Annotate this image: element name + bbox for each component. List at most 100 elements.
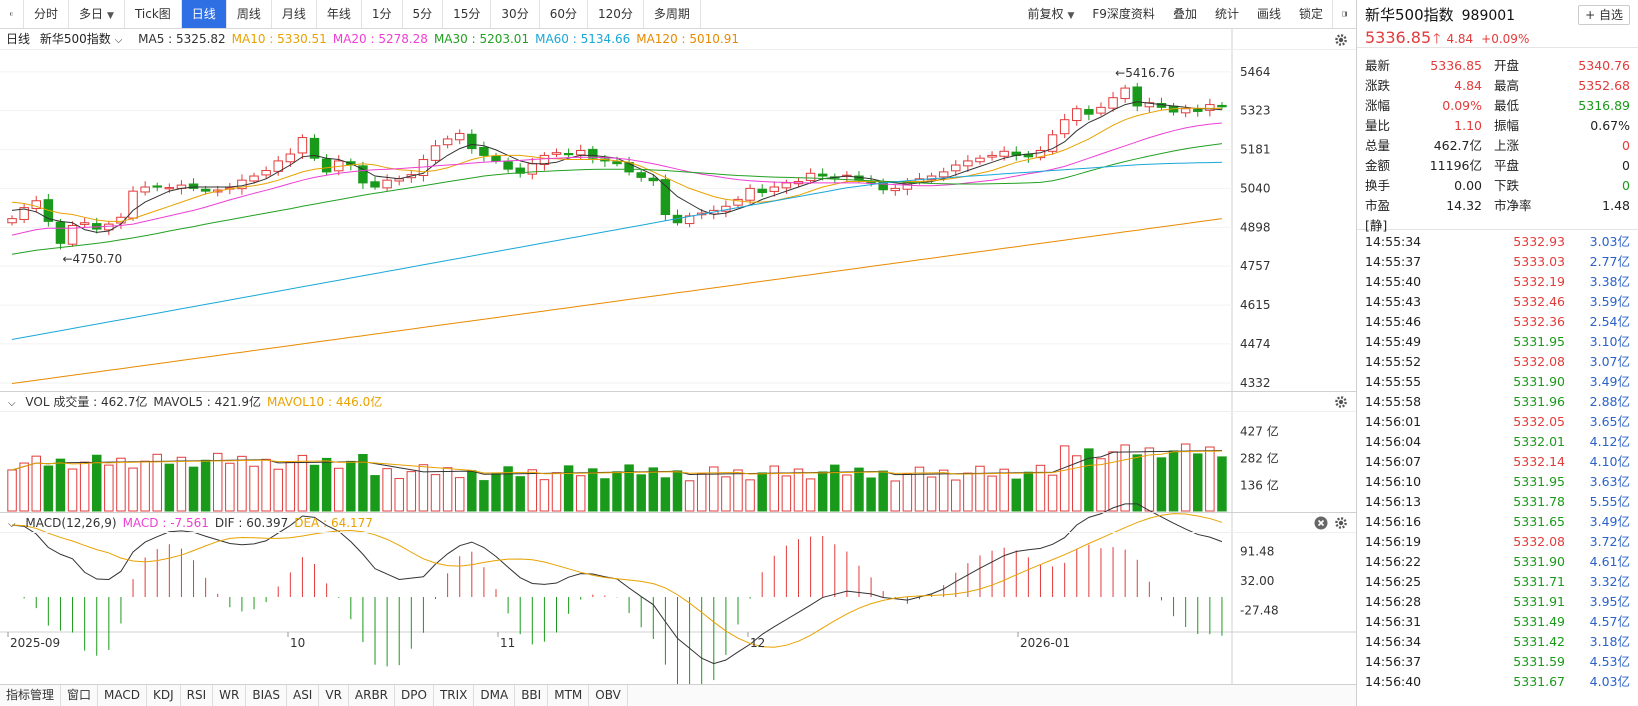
- tick-row: 14:56:16 5331.65 3.49亿: [1365, 512, 1630, 532]
- tick-row: 14:55:49 5331.95 3.10亿: [1365, 332, 1630, 352]
- volume-bar: [188, 466, 199, 512]
- period-button[interactable]: 60分: [540, 0, 588, 28]
- indicator-tab[interactable]: TRIX: [434, 685, 475, 706]
- indicator-tab[interactable]: DMA: [474, 685, 516, 706]
- indicator-tab[interactable]: MACD: [98, 685, 148, 706]
- volume-tick-label: 282 亿: [1240, 450, 1279, 465]
- period-button[interactable]: 分时: [24, 0, 70, 28]
- indicator-tab[interactable]: RSI: [181, 685, 214, 706]
- tick-price: 5331.95: [1513, 474, 1565, 489]
- tick-time: 14:56:37: [1365, 654, 1422, 669]
- volume-bar: [491, 473, 501, 512]
- legend-item: DEA : 64.177: [294, 516, 373, 530]
- indicator-tab[interactable]: ASI: [287, 685, 320, 706]
- period-button[interactable]: 多周期: [644, 0, 701, 28]
- close-indicator-icon[interactable]: [1314, 516, 1328, 530]
- indicator-tab[interactable]: WR: [213, 685, 247, 706]
- tool-button[interactable]: 锁定: [1290, 0, 1332, 28]
- kline-chart[interactable]: 5464 5323 5181 5040 4898 4757 4615 4474 4332 ←541…: [0, 29, 1356, 684]
- indicator-tab[interactable]: DPO: [395, 685, 434, 706]
- period-button[interactable]: 多日 ▼: [69, 0, 125, 28]
- period-button[interactable]: 15分: [443, 0, 492, 28]
- tool-button[interactable]: 前复权 ▼: [1018, 0, 1083, 28]
- candle-body: [575, 149, 586, 156]
- candle-body: [1217, 104, 1227, 108]
- period-button-label: 15分: [453, 7, 481, 21]
- candle-body: [309, 137, 320, 159]
- chevron-down-icon[interactable]: ⌵: [114, 35, 123, 46]
- period-button[interactable]: 月线: [272, 0, 317, 28]
- period-label: 日线: [6, 32, 31, 46]
- tick-volume: 5.55亿: [1589, 494, 1630, 509]
- tool-button[interactable]: 叠加: [1164, 0, 1206, 28]
- tick-volume: 3.95亿: [1589, 594, 1630, 609]
- stat-row: 涨跌 4.84 最高 5352.68: [1365, 76, 1630, 96]
- add-watchlist-button[interactable]: + 自选: [1578, 5, 1630, 25]
- legend-item: DIF : 60.397: [214, 516, 289, 530]
- candle-body: [612, 161, 622, 165]
- volume-bar: [1011, 478, 1022, 512]
- tool-button[interactable]: F9深度资料: [1083, 0, 1164, 28]
- period-button[interactable]: 30分: [491, 0, 540, 28]
- tick-row: 14:55:34 5332.93 3.03亿: [1365, 232, 1630, 252]
- period-button[interactable]: 周线: [227, 0, 272, 28]
- period-button[interactable]: Tick图: [125, 0, 182, 28]
- indicator-tab[interactable]: VR: [319, 685, 349, 706]
- volume-bar: [1096, 458, 1106, 512]
- candle-body: [454, 132, 465, 141]
- period-button[interactable]: 日线: [181, 0, 227, 28]
- tick-price: 5331.42: [1513, 634, 1565, 649]
- period-button[interactable]: 5分: [403, 0, 444, 28]
- period-button[interactable]: 年线: [317, 0, 362, 28]
- indicator-tab[interactable]: ARBR: [349, 685, 396, 706]
- stat-row: 最新 5336.85 开盘 5340.76: [1365, 56, 1630, 76]
- main-settings-gear-icon[interactable]: [1334, 33, 1348, 47]
- volume-bar: [321, 457, 332, 512]
- arrow-up-icon: 🡑: [1433, 31, 1441, 47]
- stat-row: 总量 462.7亿 上涨 0: [1365, 136, 1630, 156]
- chevron-down-icon[interactable]: ⌵: [8, 398, 16, 409]
- tick-volume: 4.57亿: [1589, 614, 1630, 629]
- stat-label: 下跌: [1494, 178, 1520, 193]
- tick-list[interactable]: 14:55:34 5332.93 3.03亿 14:55:37 5333.03 2.77亿…: [1357, 230, 1638, 692]
- macd-settings-gear-icon[interactable]: [1334, 516, 1348, 530]
- indicator-tab[interactable]: 窗口: [61, 685, 99, 706]
- volume-bar: [1205, 446, 1215, 512]
- candle-body: [926, 175, 937, 181]
- ma30-line: [11, 143, 1223, 255]
- indicator-tab[interactable]: BBI: [515, 685, 549, 706]
- tick-time: 14:55:43: [1365, 294, 1422, 309]
- volume-bar: [7, 469, 17, 512]
- macd-tick-label: 91.48: [1240, 544, 1274, 558]
- volume-bar: [866, 477, 876, 512]
- legend-item: MACD : -7.561: [122, 516, 209, 530]
- tick-row: 14:56:10 5331.95 3.63亿: [1365, 472, 1630, 492]
- volume-bar: [600, 478, 610, 512]
- tick-row: 14:55:55 5331.90 3.49亿: [1365, 372, 1630, 392]
- tool-button-label: 画线: [1256, 7, 1281, 21]
- volume-bar: [79, 461, 90, 512]
- indicator-tab[interactable]: OBV: [589, 685, 628, 706]
- layout-toggle-button[interactable]: [0, 0, 24, 28]
- period-button[interactable]: 1分: [362, 0, 403, 28]
- index-name-label[interactable]: 新华500指数: [39, 32, 111, 46]
- indicator-tab[interactable]: KDJ: [147, 685, 181, 706]
- candle-body: [975, 157, 985, 163]
- indicator-tab[interactable]: 指标管理: [0, 685, 62, 706]
- volume-bar: [140, 460, 150, 512]
- chevron-down-icon[interactable]: ⌵: [8, 519, 16, 530]
- indicator-tab[interactable]: MTM: [548, 685, 590, 706]
- toggle-side-panel-button[interactable]: [1332, 0, 1356, 28]
- tool-button[interactable]: 统计: [1206, 0, 1248, 28]
- volume-settings-gear-icon[interactable]: [1334, 395, 1348, 409]
- candle-body: [7, 218, 17, 224]
- tick-volume: 3.07亿: [1589, 354, 1630, 369]
- candle-body: [757, 188, 767, 194]
- date-label: 10: [290, 636, 305, 650]
- price-line: 5336.85 🡑 4.84 +0.09%: [1365, 28, 1630, 52]
- tool-button[interactable]: 画线: [1248, 0, 1290, 28]
- candle-body: [1096, 106, 1106, 114]
- indicator-tab[interactable]: BIAS: [246, 685, 287, 706]
- period-button[interactable]: 120分: [588, 0, 644, 28]
- tick-row: 14:56:37 5331.59 4.53亿: [1365, 652, 1630, 672]
